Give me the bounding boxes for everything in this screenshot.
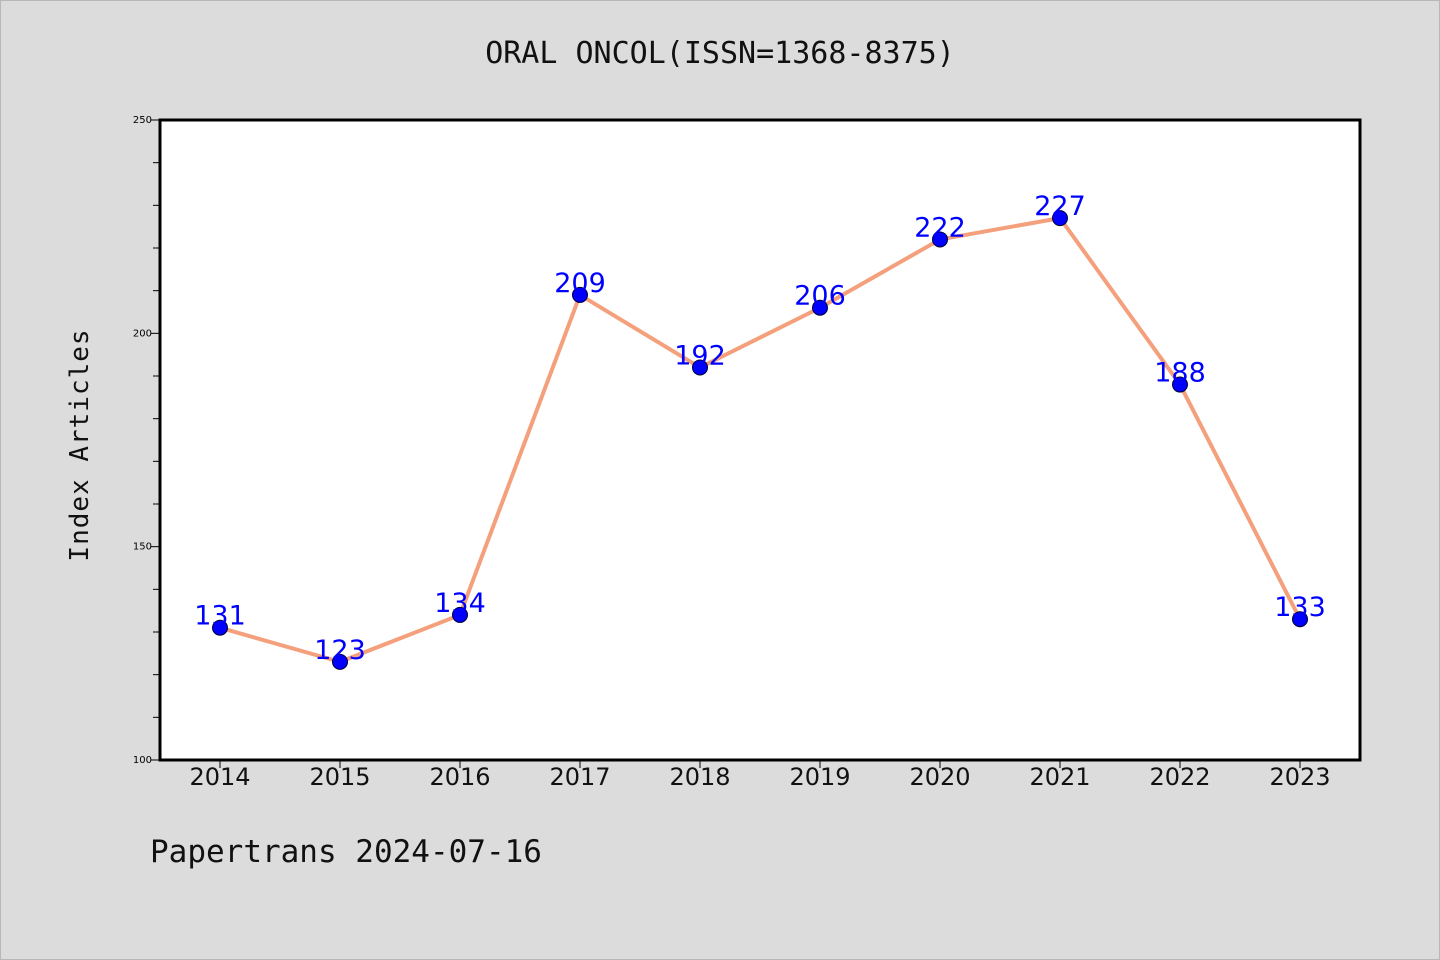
y-tick-label: 250 [133,115,152,126]
x-tick-label: 2019 [789,763,850,791]
data-point [812,299,828,316]
data-label: 188 [1154,358,1206,389]
data-label: 227 [1034,191,1086,222]
data-point [692,359,708,376]
y-axis: 100 150 200 250 [133,115,160,766]
y-tick-label: 200 [133,328,152,339]
x-tick-label: 2016 [429,763,490,791]
data-label: 134 [434,588,486,619]
plot-border [158,118,1362,762]
x-tick-label: 2015 [309,763,370,791]
data-point [1172,376,1188,393]
x-tick-label: 2018 [669,763,730,791]
x-tick-label: 2021 [1029,763,1090,791]
data-point [572,286,588,303]
data-label: 222 [914,212,966,243]
data-point [1292,611,1308,628]
footer-watermark: Papertrans 2024-07-16 [150,834,542,870]
data-label: 131 [194,601,246,632]
data-label: 192 [674,340,726,371]
data-point [332,653,348,670]
chart-title: ORAL ONCOL(ISSN=1368-8375) [485,36,955,71]
x-tick-label: 2023 [1269,763,1330,791]
data-point [1052,210,1068,227]
data-label: 209 [554,268,606,299]
x-tick-label: 2014 [189,763,250,791]
data-labels: 131 123 134 209 192 206 222 227 188 133 [194,191,1326,666]
data-label: 123 [314,635,366,666]
y-tick-label: 100 [133,755,152,766]
data-point [932,231,948,248]
x-tick-label: 2022 [1149,763,1210,791]
y-tick-label: 150 [133,542,152,553]
data-markers [212,210,1308,670]
x-axis: 2014 2015 2016 2017 2018 2019 2020 2021 2022 2023 [189,760,1331,791]
series-line [219,216,1302,664]
data-label: 133 [1274,592,1326,623]
data-label: 206 [794,281,846,312]
x-tick-label: 2020 [909,763,970,791]
data-point [212,619,228,636]
x-tick-label: 2017 [549,763,610,791]
data-point [452,606,468,623]
